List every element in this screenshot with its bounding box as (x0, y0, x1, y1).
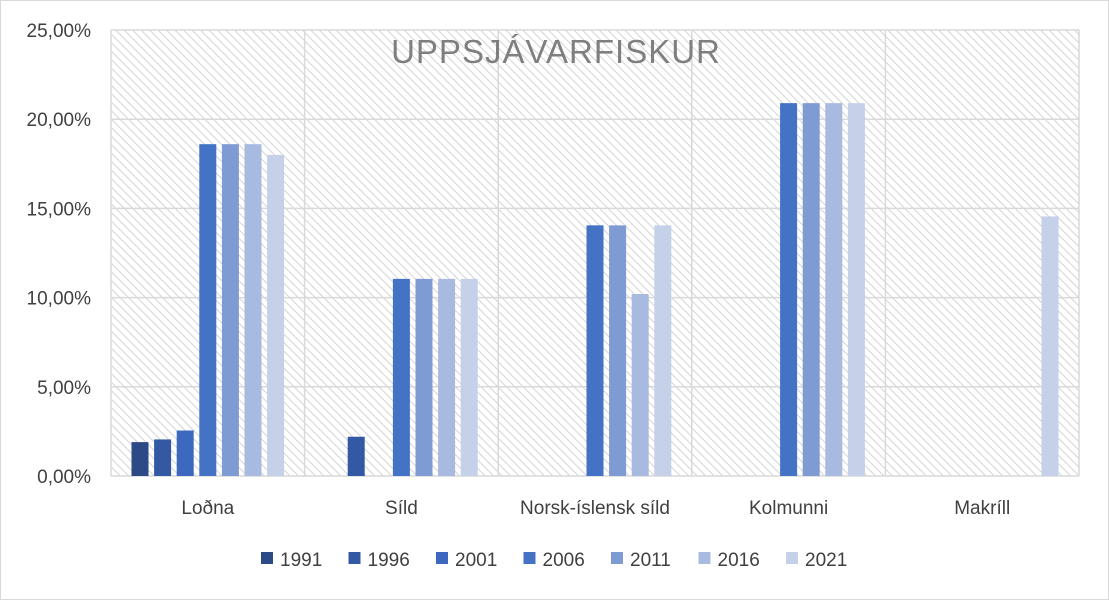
legend-swatch (523, 552, 536, 564)
y-tick-label: 5,00% (37, 378, 91, 399)
bar (176, 430, 194, 476)
legend-label: 2011 (630, 550, 671, 571)
legend-label: 2006 (543, 550, 585, 571)
x-axis-labels: Loðna Síld Norsk-íslensk síld Kolmunni Makrí… (181, 498, 1010, 519)
legend: 1991 1996 2001 2006 2011 2016 2021 (261, 550, 847, 571)
bar (460, 278, 478, 476)
y-tick-label: 0,00% (37, 467, 91, 488)
chart-title: UPPSJÁVARFISKUR (391, 33, 721, 70)
x-category-label: Kolmunni (749, 498, 828, 519)
bar (438, 278, 456, 476)
bar (347, 436, 365, 476)
legend-label: 2001 (455, 550, 497, 571)
bar (154, 439, 172, 476)
bar (244, 144, 262, 476)
bar (847, 103, 865, 477)
legend-swatch (611, 552, 623, 564)
bar (825, 103, 843, 477)
bar (609, 225, 627, 476)
x-category-label: Makríll (954, 498, 1010, 519)
legend-label: 1991 (280, 550, 322, 571)
y-tick-label: 15,00% (27, 199, 92, 220)
bar (631, 294, 649, 476)
y-tick-label: 10,00% (27, 289, 92, 310)
legend-swatch (436, 552, 448, 564)
y-axis-ticks: 0,00% 5,00% 10,00% 15,00% 20,00% 25,00% (27, 21, 92, 488)
bar (392, 278, 410, 476)
bar (415, 278, 433, 476)
legend-swatch (786, 552, 798, 564)
x-category-label: Norsk-íslensk síld (520, 498, 670, 519)
y-tick-label: 20,00% (27, 110, 92, 131)
x-category-label: Síld (385, 498, 418, 519)
legend-label: 2016 (718, 550, 760, 571)
bar (1041, 216, 1059, 477)
bar (586, 225, 604, 476)
legend-label: 1996 (368, 550, 410, 571)
legend-label: 2021 (805, 550, 847, 571)
bar (267, 154, 285, 476)
bar (221, 144, 239, 476)
legend-swatch (698, 552, 711, 564)
bar (802, 103, 820, 477)
bar (199, 144, 217, 476)
bar (131, 442, 149, 476)
x-category-label: Loðna (181, 498, 234, 519)
y-tick-label: 25,00% (27, 21, 92, 42)
bar (654, 225, 672, 476)
legend-swatch (261, 552, 273, 564)
bars (131, 103, 1059, 477)
legend-swatch (348, 552, 361, 564)
bar (780, 103, 798, 477)
